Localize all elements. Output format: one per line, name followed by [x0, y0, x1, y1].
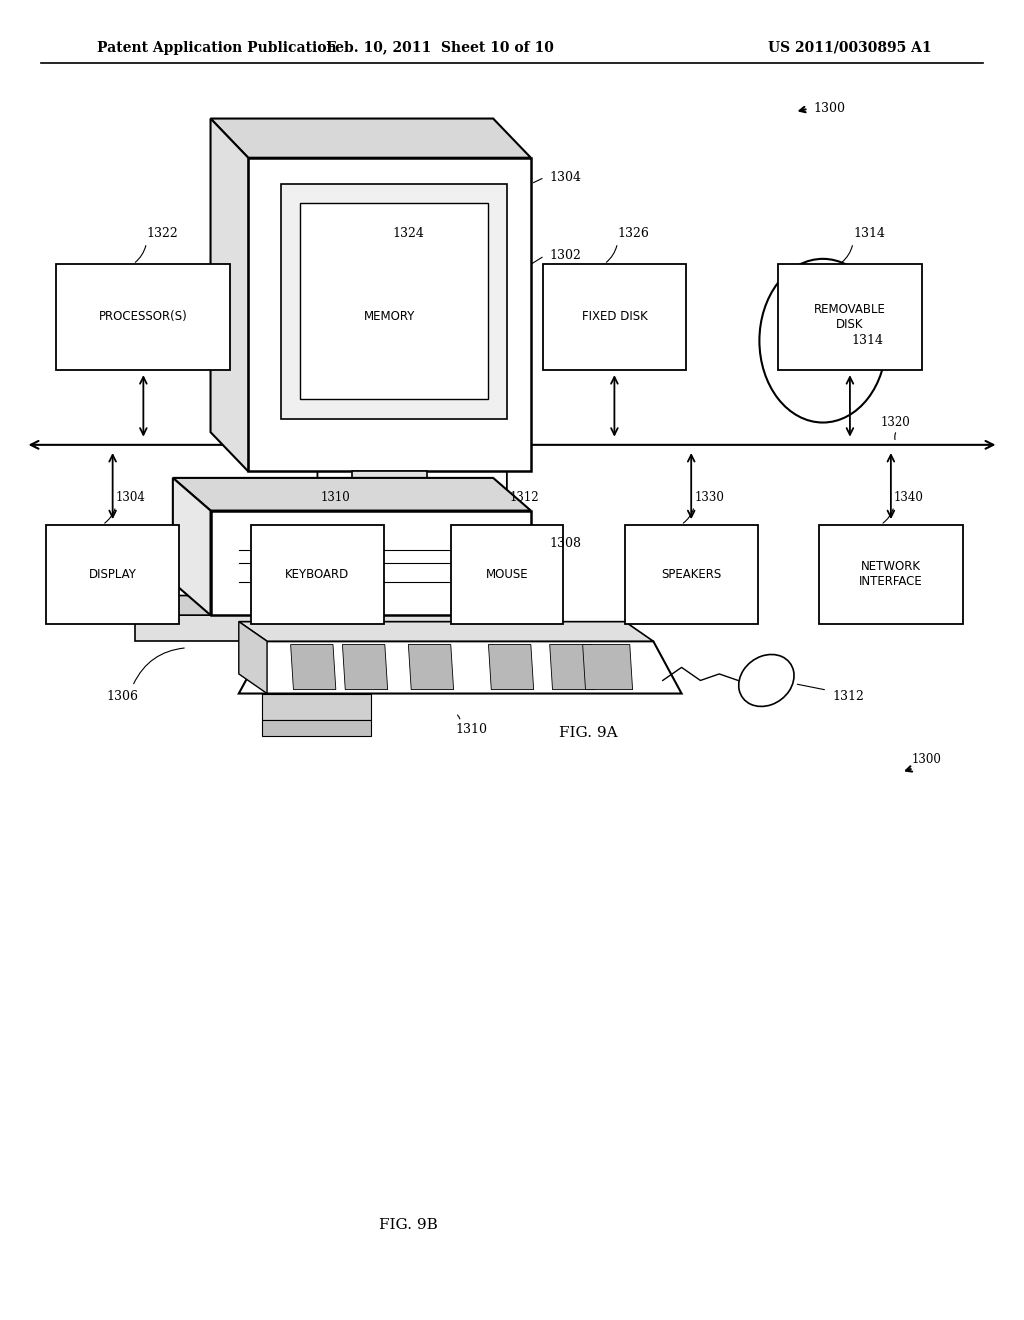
Text: NETWORK
INTERFACE: NETWORK INTERFACE: [859, 560, 923, 589]
Polygon shape: [211, 511, 530, 615]
Polygon shape: [488, 644, 534, 689]
Text: 1302: 1302: [550, 249, 582, 263]
FancyBboxPatch shape: [317, 264, 461, 370]
Polygon shape: [106, 595, 559, 615]
FancyBboxPatch shape: [56, 264, 230, 370]
Text: 1300: 1300: [813, 102, 846, 115]
Polygon shape: [352, 471, 427, 511]
FancyBboxPatch shape: [778, 264, 922, 370]
Text: US 2011/0030895 A1: US 2011/0030895 A1: [768, 41, 932, 54]
Polygon shape: [239, 642, 682, 693]
Polygon shape: [239, 622, 267, 693]
Polygon shape: [282, 183, 507, 420]
FancyBboxPatch shape: [251, 525, 384, 624]
Text: FIG. 9A: FIG. 9A: [559, 726, 617, 739]
Text: 1304: 1304: [550, 170, 582, 183]
Text: 1300: 1300: [911, 752, 941, 766]
Circle shape: [760, 259, 887, 422]
Text: 1324: 1324: [392, 227, 424, 240]
Text: 1310: 1310: [321, 491, 350, 504]
FancyBboxPatch shape: [451, 525, 563, 624]
Text: 1326: 1326: [617, 227, 649, 240]
FancyBboxPatch shape: [543, 264, 686, 370]
Text: KEYBOARD: KEYBOARD: [286, 568, 349, 581]
Text: 1312: 1312: [833, 690, 864, 704]
Text: SPEAKERS: SPEAKERS: [662, 568, 721, 581]
Polygon shape: [173, 478, 211, 615]
Polygon shape: [173, 478, 530, 511]
Text: DISPLAY: DISPLAY: [89, 568, 136, 581]
Text: 1306: 1306: [106, 690, 139, 704]
Polygon shape: [409, 644, 454, 689]
Text: 1322: 1322: [146, 227, 178, 240]
Polygon shape: [211, 119, 248, 471]
Polygon shape: [239, 622, 653, 642]
Text: Feb. 10, 2011  Sheet 10 of 10: Feb. 10, 2011 Sheet 10 of 10: [327, 41, 554, 54]
Text: MEMORY: MEMORY: [364, 310, 415, 323]
Text: 1330: 1330: [694, 491, 724, 504]
Polygon shape: [211, 119, 530, 158]
Text: FIG. 9B: FIG. 9B: [379, 1218, 437, 1232]
Polygon shape: [342, 644, 388, 689]
FancyBboxPatch shape: [46, 525, 179, 624]
Circle shape: [809, 322, 838, 359]
Text: 1308: 1308: [550, 537, 582, 549]
Text: PROCESSOR(S): PROCESSOR(S): [99, 310, 187, 323]
FancyBboxPatch shape: [819, 525, 963, 624]
Polygon shape: [550, 644, 595, 689]
Text: Patent Application Publication: Patent Application Publication: [97, 41, 337, 54]
FancyBboxPatch shape: [625, 525, 758, 624]
Ellipse shape: [738, 655, 794, 706]
Text: 1304: 1304: [116, 491, 145, 504]
Polygon shape: [291, 644, 336, 689]
Text: MOUSE: MOUSE: [485, 568, 528, 581]
Text: FIXED DISK: FIXED DISK: [582, 310, 647, 323]
Polygon shape: [583, 644, 633, 689]
Polygon shape: [262, 719, 371, 737]
Polygon shape: [262, 693, 371, 719]
Text: 1340: 1340: [894, 491, 924, 504]
Text: 1310: 1310: [456, 723, 487, 737]
Text: REMOVABLE
DISK: REMOVABLE DISK: [814, 302, 886, 331]
Text: 1314: 1314: [853, 227, 885, 240]
Polygon shape: [248, 158, 530, 471]
Text: 1314: 1314: [851, 334, 883, 347]
Text: 1320: 1320: [881, 416, 910, 429]
Polygon shape: [300, 203, 488, 400]
Text: 1312: 1312: [510, 491, 540, 504]
Polygon shape: [135, 615, 559, 642]
